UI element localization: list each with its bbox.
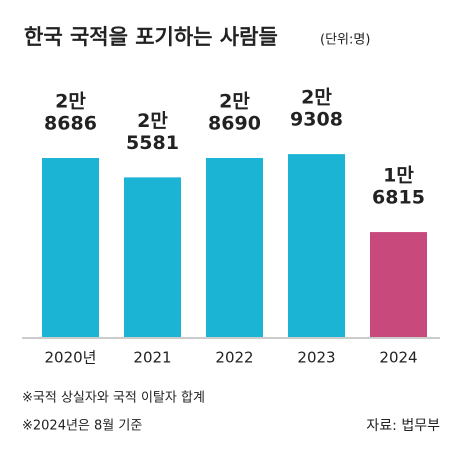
bar bbox=[206, 157, 263, 337]
source: 자료: 법무부 bbox=[366, 418, 440, 434]
x-tick-label: 2020년 bbox=[45, 349, 97, 367]
value-label: 9308 bbox=[290, 109, 343, 131]
value-label: 8690 bbox=[208, 112, 261, 134]
x-tick-label: 2023 bbox=[297, 349, 335, 367]
value-label: 2만 bbox=[55, 90, 86, 112]
value-label: 2만 bbox=[219, 90, 250, 112]
value-label: 5581 bbox=[126, 132, 179, 154]
x-tick-label: 2022 bbox=[215, 349, 253, 367]
value-label: 6815 bbox=[372, 187, 425, 209]
bar bbox=[42, 157, 99, 337]
unit-label: (단위:명) bbox=[320, 33, 370, 48]
bar bbox=[124, 177, 181, 337]
value-label: 1만 bbox=[383, 165, 414, 187]
bar bbox=[288, 154, 345, 337]
x-tick-label: 2021 bbox=[133, 349, 171, 367]
bar bbox=[370, 232, 427, 337]
chart-title: 한국 국적을 포기하는 사람들 bbox=[24, 25, 278, 49]
note: ※2024년은 8월 기준 bbox=[22, 419, 142, 434]
value-label: 2만 bbox=[137, 110, 168, 132]
note: ※국적 상실자와 국적 이탈자 합계 bbox=[22, 391, 205, 406]
value-label: 8686 bbox=[44, 112, 97, 134]
value-label: 2만 bbox=[301, 87, 332, 109]
x-tick-label: 2024 bbox=[379, 349, 417, 367]
